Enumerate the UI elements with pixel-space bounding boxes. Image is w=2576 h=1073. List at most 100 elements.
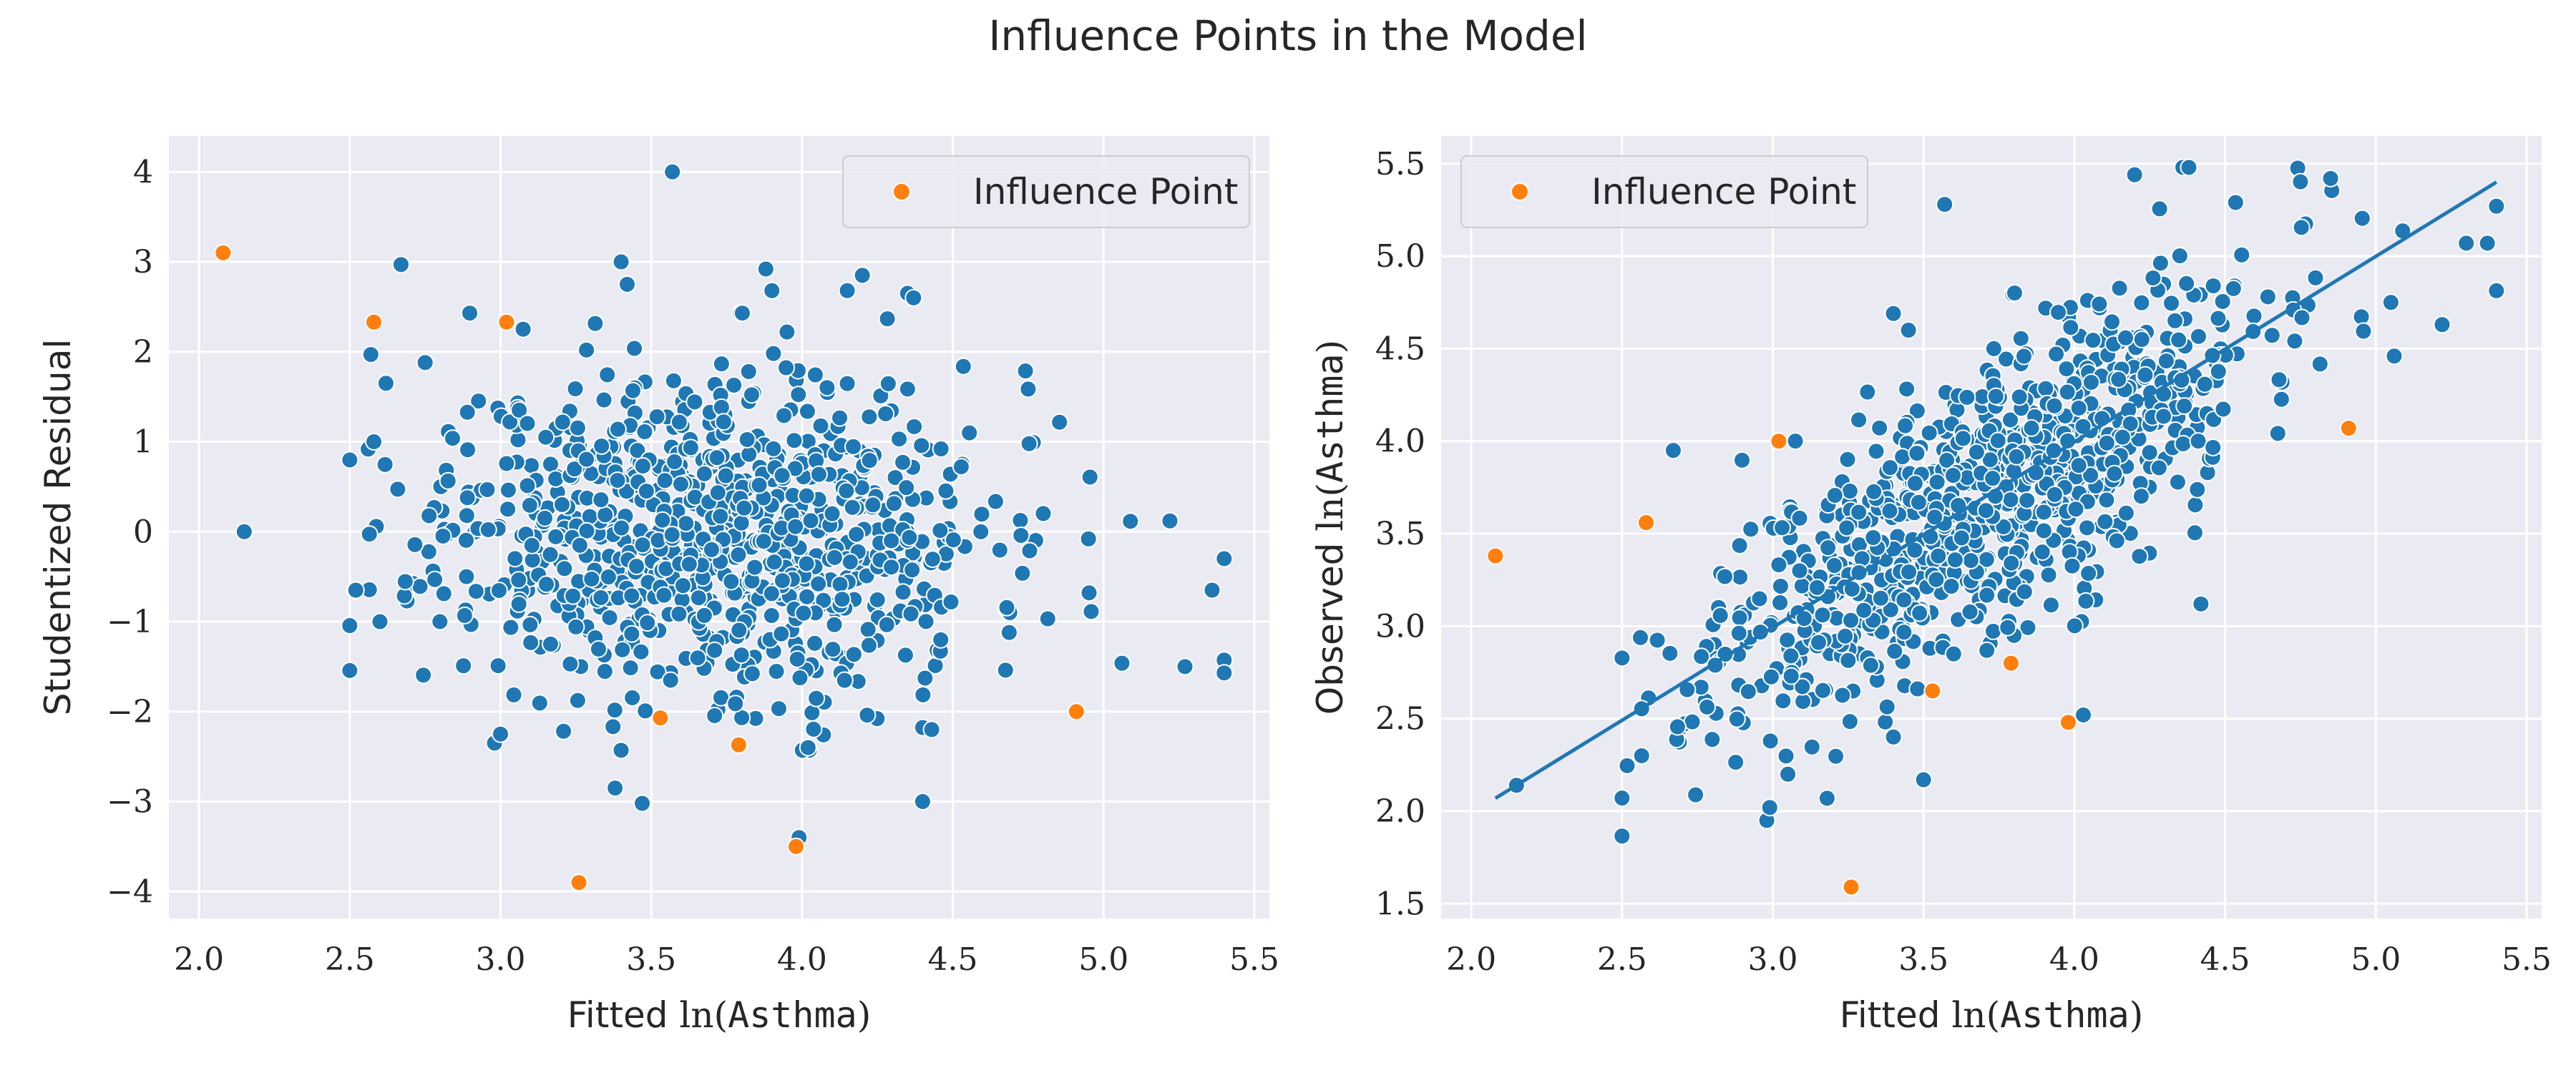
data-point: [2033, 543, 2051, 562]
data-point: [1953, 429, 1972, 448]
data-point: [2185, 524, 2204, 542]
data-point: [2291, 172, 2310, 191]
data-point: [756, 260, 775, 278]
data-point: [2162, 294, 2181, 313]
y-axis-label: Observed ln(Asthma): [1309, 340, 1351, 715]
data-point: [1782, 667, 1800, 685]
data-point: [2063, 557, 2082, 575]
data-point: [479, 521, 497, 539]
data-point: [1716, 567, 1735, 586]
x-tick-label: 5.0: [2351, 941, 2401, 978]
data-point: [2213, 292, 2232, 310]
data-point: [877, 615, 896, 634]
data-point: [905, 417, 924, 436]
data-point: [414, 666, 433, 685]
data-point: [765, 553, 784, 572]
data-point: [825, 615, 844, 634]
data-point: [859, 620, 877, 639]
data-point: [1727, 753, 1745, 772]
data-point: [1842, 611, 1860, 629]
data-point: [2144, 269, 2162, 288]
data-point: [455, 606, 474, 624]
data-point: [1692, 647, 1711, 666]
data-point: [2084, 331, 2102, 350]
data-point: [499, 481, 517, 499]
data-point: [797, 554, 816, 573]
data-point: [960, 423, 979, 442]
data-point: [655, 586, 673, 604]
data-point: [844, 437, 863, 456]
data-point: [835, 671, 854, 690]
data-point: [2352, 308, 2371, 326]
data-point: [564, 587, 582, 605]
data-point: [2204, 277, 2223, 295]
data-point: [2069, 456, 2088, 475]
data-point: [859, 636, 878, 655]
legend-box: [842, 155, 1250, 228]
x-tick-label: 2.0: [1446, 941, 1496, 978]
data-point: [894, 583, 912, 602]
data-point: [1978, 586, 1996, 604]
data-point: [1936, 195, 1954, 214]
data-point: [1929, 547, 1948, 565]
data-point: [1843, 579, 1861, 598]
data-point: [1711, 606, 1729, 624]
data-point: [2487, 281, 2506, 300]
data-point: [997, 598, 1016, 617]
data-point: [2107, 531, 2126, 550]
data-point: [890, 430, 909, 449]
data-point: [732, 514, 751, 532]
influence-point: [1067, 702, 1085, 721]
data-point: [2002, 554, 2021, 572]
data-point: [605, 701, 624, 720]
data-point: [552, 495, 571, 514]
data-point: [726, 695, 745, 713]
data-point: [592, 436, 611, 455]
data-point: [847, 525, 866, 544]
data-point: [2132, 487, 2150, 506]
data-point: [798, 587, 816, 606]
data-point: [860, 408, 879, 426]
data-point: [785, 431, 804, 450]
data-point: [555, 722, 573, 740]
data-point: [743, 386, 761, 404]
y-tick-label: 3.5: [1375, 516, 1425, 552]
data-point: [708, 484, 727, 502]
data-point: [1984, 339, 2003, 358]
data-point: [2177, 274, 2196, 293]
data-point: [1792, 577, 1811, 595]
data-point: [1944, 645, 1963, 663]
data-point: [877, 404, 895, 423]
data-point: [2011, 329, 2030, 348]
data-point: [567, 617, 585, 636]
data-point: [1648, 631, 1667, 650]
x-axis-label-prefix: Fitted: [1840, 994, 1952, 1036]
data-point: [489, 581, 508, 599]
data-point: [1038, 609, 1057, 628]
data-point: [729, 546, 748, 564]
data-point: [898, 380, 917, 398]
data-point: [489, 657, 507, 675]
data-point: [841, 553, 859, 572]
data-point: [833, 590, 852, 609]
data-point: [608, 471, 627, 489]
data-point: [2015, 582, 2034, 601]
data-point: [2136, 366, 2155, 384]
data-point: [894, 453, 912, 471]
y-tick-label: 2.5: [1375, 701, 1425, 738]
data-point: [514, 320, 532, 338]
data-point: [1080, 584, 1098, 602]
data-point: [522, 456, 540, 475]
data-point: [2022, 418, 2041, 437]
data-point: [794, 604, 813, 622]
data-point: [1121, 512, 1140, 531]
data-point: [2105, 464, 2124, 483]
data-point: [235, 522, 253, 541]
data-point: [2226, 193, 2245, 212]
data-point: [681, 438, 700, 457]
data-point: [2157, 352, 2175, 371]
data-point: [767, 662, 786, 681]
data-point: [2293, 308, 2311, 327]
data-point: [670, 413, 688, 431]
data-point: [599, 568, 618, 587]
